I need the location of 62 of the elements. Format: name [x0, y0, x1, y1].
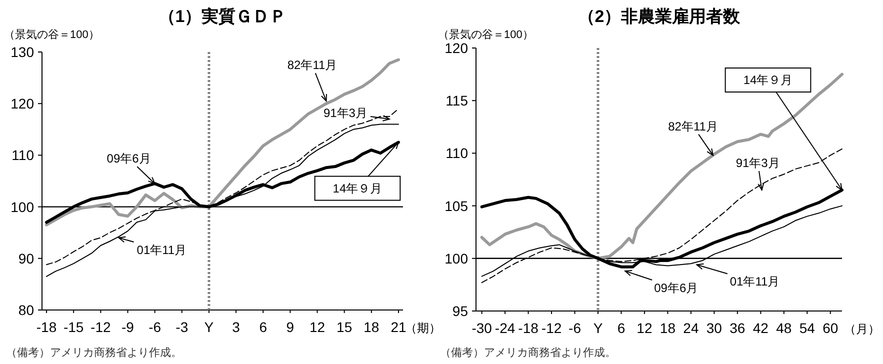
x-tick-label: -3: [176, 319, 188, 335]
annotation: 14年９月: [743, 73, 793, 88]
annotation: 14年９月: [332, 181, 382, 196]
x-tick-label: -9: [122, 319, 134, 335]
x-tick-label: -12: [541, 320, 562, 336]
line-series: [45, 58, 400, 226]
annotation: 01年11月: [136, 242, 187, 257]
x-tick-label: 30: [706, 320, 722, 336]
y-tick-label: 95: [452, 303, 468, 319]
x-tick-label: 15: [336, 319, 352, 335]
x-tick-label: -24: [494, 320, 516, 336]
x-tick-label: 60: [822, 320, 838, 336]
x-tick-label: -18: [36, 319, 57, 335]
y-tick-label: 130: [10, 44, 34, 60]
x-tick-label: 6: [617, 320, 626, 336]
x-tick-label: 21: [390, 319, 406, 335]
annotation: 91年3月: [736, 156, 780, 170]
x-tick-label: 24: [683, 320, 699, 336]
annotation: 09年6月: [106, 152, 151, 166]
x-tick-label: 6: [259, 319, 268, 335]
x-tick-label: 54: [799, 320, 816, 336]
annotation: 01年11月: [730, 274, 780, 289]
chart-title: （2）非農業雇用者数: [578, 7, 742, 26]
x-tick-label: -6: [148, 319, 162, 335]
x-tick-label: Y: [593, 320, 604, 336]
x-axis-title: （期）: [405, 321, 441, 335]
x-tick-label: -30: [472, 320, 492, 336]
text: （備考）アメリカ商務省より作成。: [6, 346, 182, 359]
x-tick-label: 48: [776, 320, 792, 336]
y-tick-label: 120: [10, 96, 34, 112]
x-axis-title: （月）: [844, 322, 880, 336]
y-tick-label: 100: [10, 198, 34, 215]
x-tick-label: -18: [518, 320, 539, 336]
y-tick-label: 120: [444, 40, 468, 56]
y-tick-label: 110: [446, 145, 468, 162]
x-tick-label: 42: [752, 320, 769, 336]
chart-title: （1）実質ＧＤＰ: [158, 7, 287, 26]
x-tick-label: 12: [309, 319, 326, 335]
y-tick-label: 100: [444, 250, 468, 266]
x-tick-label: -15: [63, 319, 84, 335]
x-tick-label: Y: [204, 319, 214, 335]
x-tick-label: 18: [660, 320, 676, 336]
text: （備考）アメリカ商務省より作成。: [440, 346, 616, 359]
annotation: 91年3月: [323, 106, 368, 120]
y-tick-label: 110: [12, 147, 34, 164]
x-tick-label: 12: [636, 320, 652, 336]
x-tick-label: 3: [232, 319, 240, 335]
x-tick-label: -12: [90, 319, 111, 335]
annotation: 82年11月: [668, 119, 718, 134]
x-tick-label: 36: [730, 320, 746, 336]
annotation: 09年6月: [654, 281, 698, 296]
y-axis-title: （景気の谷＝100）: [438, 29, 534, 41]
y-tick-label: 80: [18, 302, 34, 318]
y-tick-label: 90: [18, 250, 34, 266]
y-axis-title: （景気の谷＝100）: [4, 29, 100, 41]
x-tick-label: -6: [568, 320, 582, 336]
y-tick-label: 105: [444, 198, 468, 214]
y-tick-label: 115: [446, 92, 468, 109]
line-series: [480, 72, 844, 260]
annotation: 82年11月: [287, 58, 338, 72]
x-tick-label: 9: [286, 319, 294, 335]
x-tick-label: 18: [364, 319, 380, 335]
